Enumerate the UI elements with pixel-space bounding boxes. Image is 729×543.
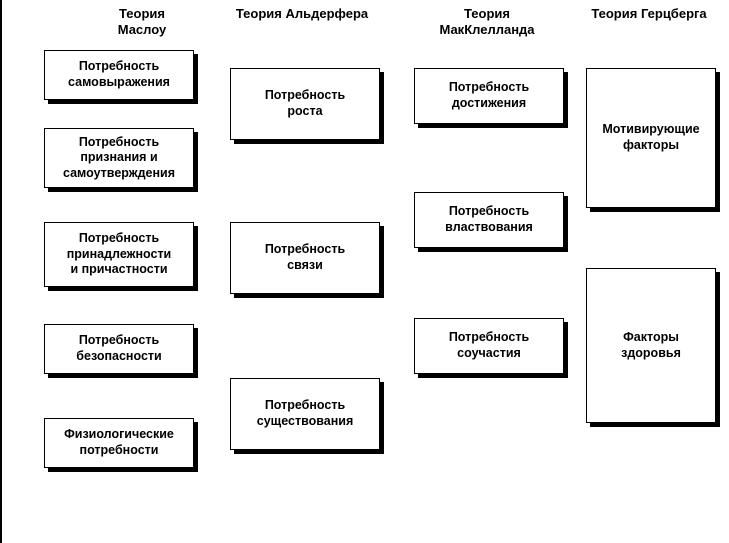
box-label: Потребностьсоучастия [449, 330, 529, 361]
box-label: Мотивирующиефакторы [602, 122, 699, 153]
box-mcclelland-0: Потребностьдостижения [414, 68, 564, 124]
box-maslow-0: Потребностьсамовыражения [44, 50, 194, 100]
box-label: Физиологическиепотребности [64, 427, 174, 458]
box-mcclelland-2: Потребностьсоучастия [414, 318, 564, 374]
box-maslow-4: Физиологическиепотребности [44, 418, 194, 468]
box-label: Потребностьвластвования [445, 204, 533, 235]
box-mcclelland-1: Потребностьвластвования [414, 192, 564, 248]
box-label: Потребностьроста [265, 88, 345, 119]
box-herzberg-0: Мотивирующиефакторы [586, 68, 716, 208]
box-label: Потребностьсвязи [265, 242, 345, 273]
box-herzberg-1: Факторыздоровья [586, 268, 716, 423]
box-label: Потребностьдостижения [449, 80, 529, 111]
column-header-herzberg: Теория Герцберга [574, 6, 724, 22]
box-label: Потребностьпринадлежностии причастности [67, 231, 172, 278]
column-header-mcclelland: ТеорияМакКлелланда [422, 6, 552, 37]
box-maslow-2: Потребностьпринадлежностии причастности [44, 222, 194, 287]
box-label: Потребностьпризнания исамоутверждения [63, 135, 175, 182]
box-alderfer-2: Потребностьсуществования [230, 378, 380, 450]
column-header-maslow: ТеорияМаслоу [92, 6, 192, 37]
box-maslow-3: Потребностьбезопасности [44, 324, 194, 374]
box-label: Потребностьсамовыражения [68, 59, 170, 90]
box-alderfer-1: Потребностьсвязи [230, 222, 380, 294]
column-header-alderfer: Теория Альдерфера [222, 6, 382, 22]
box-label: Потребностьсуществования [257, 398, 353, 429]
box-alderfer-0: Потребностьроста [230, 68, 380, 140]
box-maslow-1: Потребностьпризнания исамоутверждения [44, 128, 194, 188]
box-label: Потребностьбезопасности [76, 333, 161, 364]
diagram-canvas: ТеорияМаслоу Потребностьсамовыражения Потр… [0, 0, 729, 543]
box-label: Факторыздоровья [621, 330, 681, 361]
